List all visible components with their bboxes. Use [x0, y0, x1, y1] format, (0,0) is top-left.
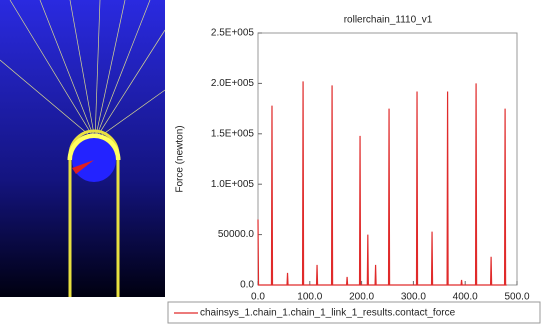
y-tick-label: 50000.0 [218, 229, 255, 240]
y-tick-label: 2.5E+005 [211, 28, 255, 39]
chart-title: rollerchain_1110_v1 [344, 15, 433, 26]
y-tick-label: 0.0 [240, 280, 254, 291]
x-tick-label: 0.0 [251, 292, 265, 303]
plot-frame [258, 33, 517, 285]
y-axis-label: Force (newton) [175, 125, 186, 192]
x-tick-label: 400.0 [453, 292, 478, 303]
legend-label: chainsys_1.chain_1.chain_1_link_1_result… [200, 308, 456, 319]
x-tick-label: 300.0 [401, 292, 426, 303]
x-tick-label: 200.0 [349, 292, 374, 303]
y-tick-label: 1.5E+005 [211, 128, 255, 139]
y-tick-label: 1.0E+005 [211, 179, 255, 190]
y-tick-label: 2.0E+005 [211, 78, 255, 89]
x-tick-label: 500.0 [504, 292, 529, 303]
x-tick-label: 100.0 [297, 292, 322, 303]
screen: rollerchain_1110_v1 Force (newton) chain… [0, 0, 542, 325]
viewport-3d [0, 0, 165, 297]
